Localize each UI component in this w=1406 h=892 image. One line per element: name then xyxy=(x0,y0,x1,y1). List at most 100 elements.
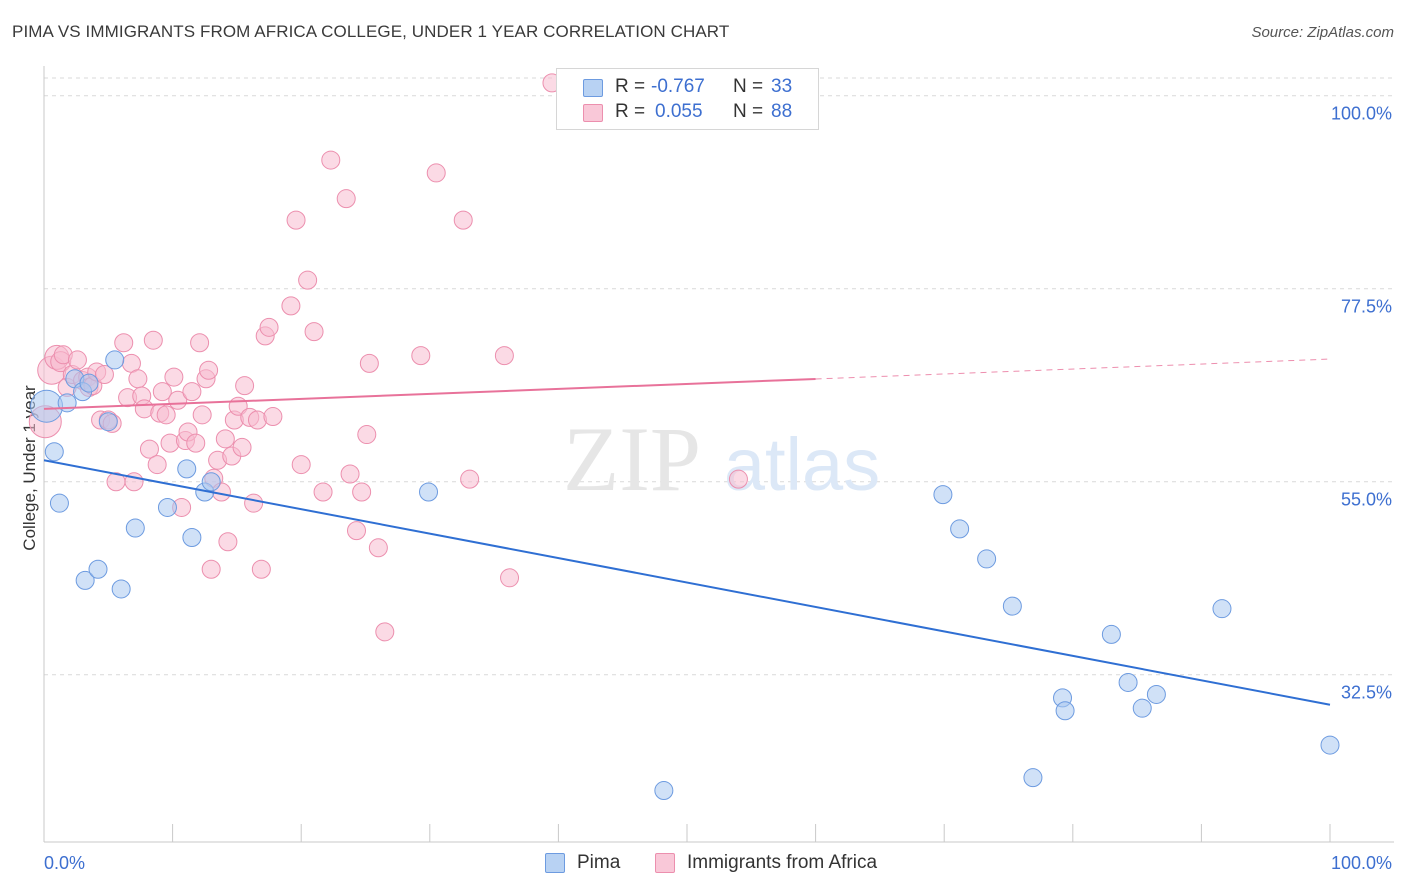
africa-point xyxy=(298,270,318,290)
pima-point xyxy=(157,497,177,517)
y-tick-label: 55.0% xyxy=(1341,490,1392,510)
africa-point xyxy=(460,469,480,489)
pima-point xyxy=(75,570,95,590)
legend-label-pima: Pima xyxy=(577,852,621,873)
africa-point xyxy=(192,405,212,425)
africa-point xyxy=(411,346,431,366)
africa-point xyxy=(199,360,219,380)
africa-point xyxy=(494,346,514,366)
pima-point xyxy=(177,459,197,479)
pima-point xyxy=(111,579,131,599)
africa-swatch xyxy=(655,853,675,873)
correlation-legend: R = -0.767 N = 33 R = 0.055 N = 88 xyxy=(556,68,819,130)
pima-point xyxy=(1055,701,1075,721)
africa-point xyxy=(215,429,235,449)
pima-point xyxy=(1146,684,1166,704)
africa-point xyxy=(313,482,333,502)
africa-point xyxy=(152,382,172,402)
africa-point xyxy=(232,437,252,457)
africa-point xyxy=(352,482,372,502)
pima-trend-line xyxy=(43,459,1331,706)
n-value: 88 xyxy=(771,101,793,122)
pima-point xyxy=(419,482,439,502)
tick-labels: 32.5% 55.0% 77.5% 100.0% 0.0% 100.0% xyxy=(44,104,1392,873)
n-label: N = xyxy=(733,101,764,122)
pima-point xyxy=(950,519,970,539)
legend-label-africa: Immigrants from Africa xyxy=(687,852,878,873)
africa-point xyxy=(186,433,206,453)
africa-point xyxy=(453,210,473,230)
pima-point xyxy=(88,559,108,579)
pima-point xyxy=(98,412,118,432)
africa-point xyxy=(147,455,167,475)
africa-point xyxy=(156,405,176,425)
africa-point xyxy=(218,532,238,552)
pima-point xyxy=(182,527,202,547)
trend-lines xyxy=(43,358,1331,706)
pima-point xyxy=(44,442,64,462)
watermark-zip: ZIP xyxy=(563,408,701,510)
africa-point xyxy=(139,439,159,459)
x-tick-label: 0.0% xyxy=(44,853,85,873)
r-value: 0.055 xyxy=(655,101,703,122)
africa-point xyxy=(67,350,87,370)
pima-point xyxy=(1212,599,1232,619)
pima-point xyxy=(125,518,145,538)
pima-point xyxy=(1002,596,1022,616)
africa-point xyxy=(201,559,221,579)
pima-point xyxy=(201,472,221,492)
africa-point xyxy=(259,317,279,337)
africa-point xyxy=(426,163,446,183)
africa-point xyxy=(263,407,283,427)
pima-swatch xyxy=(545,853,565,873)
r-label: R = xyxy=(615,76,646,97)
n-label: N = xyxy=(733,76,764,97)
africa-point xyxy=(500,568,520,588)
africa-point xyxy=(286,210,306,230)
africa-point xyxy=(235,376,255,396)
watermark: ZIP atlas xyxy=(563,408,880,510)
pima-point xyxy=(1320,735,1340,755)
pima-point xyxy=(105,350,125,370)
africa-point xyxy=(281,296,301,316)
africa-point xyxy=(728,469,748,489)
pima-point xyxy=(79,373,99,393)
chart-title: PIMA VS IMMIGRANTS FROM AFRICA COLLEGE, … xyxy=(12,22,730,41)
pima-point xyxy=(1118,672,1138,692)
africa-point xyxy=(247,410,267,430)
africa-point xyxy=(340,464,360,484)
africa-point xyxy=(244,493,264,513)
africa-swatch xyxy=(583,104,603,122)
africa-trend-extension xyxy=(815,358,1331,380)
n-value: 33 xyxy=(771,76,793,97)
africa-point xyxy=(368,538,388,558)
pima-point xyxy=(977,549,997,569)
africa-point xyxy=(94,365,114,385)
africa-point xyxy=(164,367,184,387)
pima-swatch xyxy=(583,79,603,97)
africa-point xyxy=(128,369,148,389)
r-label: R = xyxy=(615,101,646,122)
africa-point xyxy=(190,333,210,353)
pima-point xyxy=(654,781,674,801)
africa-point xyxy=(304,322,324,342)
pima-point xyxy=(30,389,64,423)
y-tick-label: 32.5% xyxy=(1341,683,1392,703)
y-tick-label: 100.0% xyxy=(1331,104,1392,124)
africa-point xyxy=(182,382,202,402)
series-pima xyxy=(30,350,1340,801)
series-immigrants-from-africa xyxy=(28,73,748,642)
africa-point xyxy=(114,333,134,353)
africa-point xyxy=(291,455,311,475)
africa-point xyxy=(321,150,341,170)
source-label: Source: ZipAtlas.com xyxy=(1251,24,1394,41)
africa-trend-line xyxy=(43,377,816,410)
r-value: -0.767 xyxy=(651,76,705,97)
africa-point xyxy=(357,425,377,445)
watermark-atlas: atlas xyxy=(724,423,880,506)
pima-point xyxy=(49,493,69,513)
x-tick-label: 100.0% xyxy=(1331,853,1392,873)
axes xyxy=(43,66,1394,843)
y-tick-label: 77.5% xyxy=(1341,297,1392,317)
